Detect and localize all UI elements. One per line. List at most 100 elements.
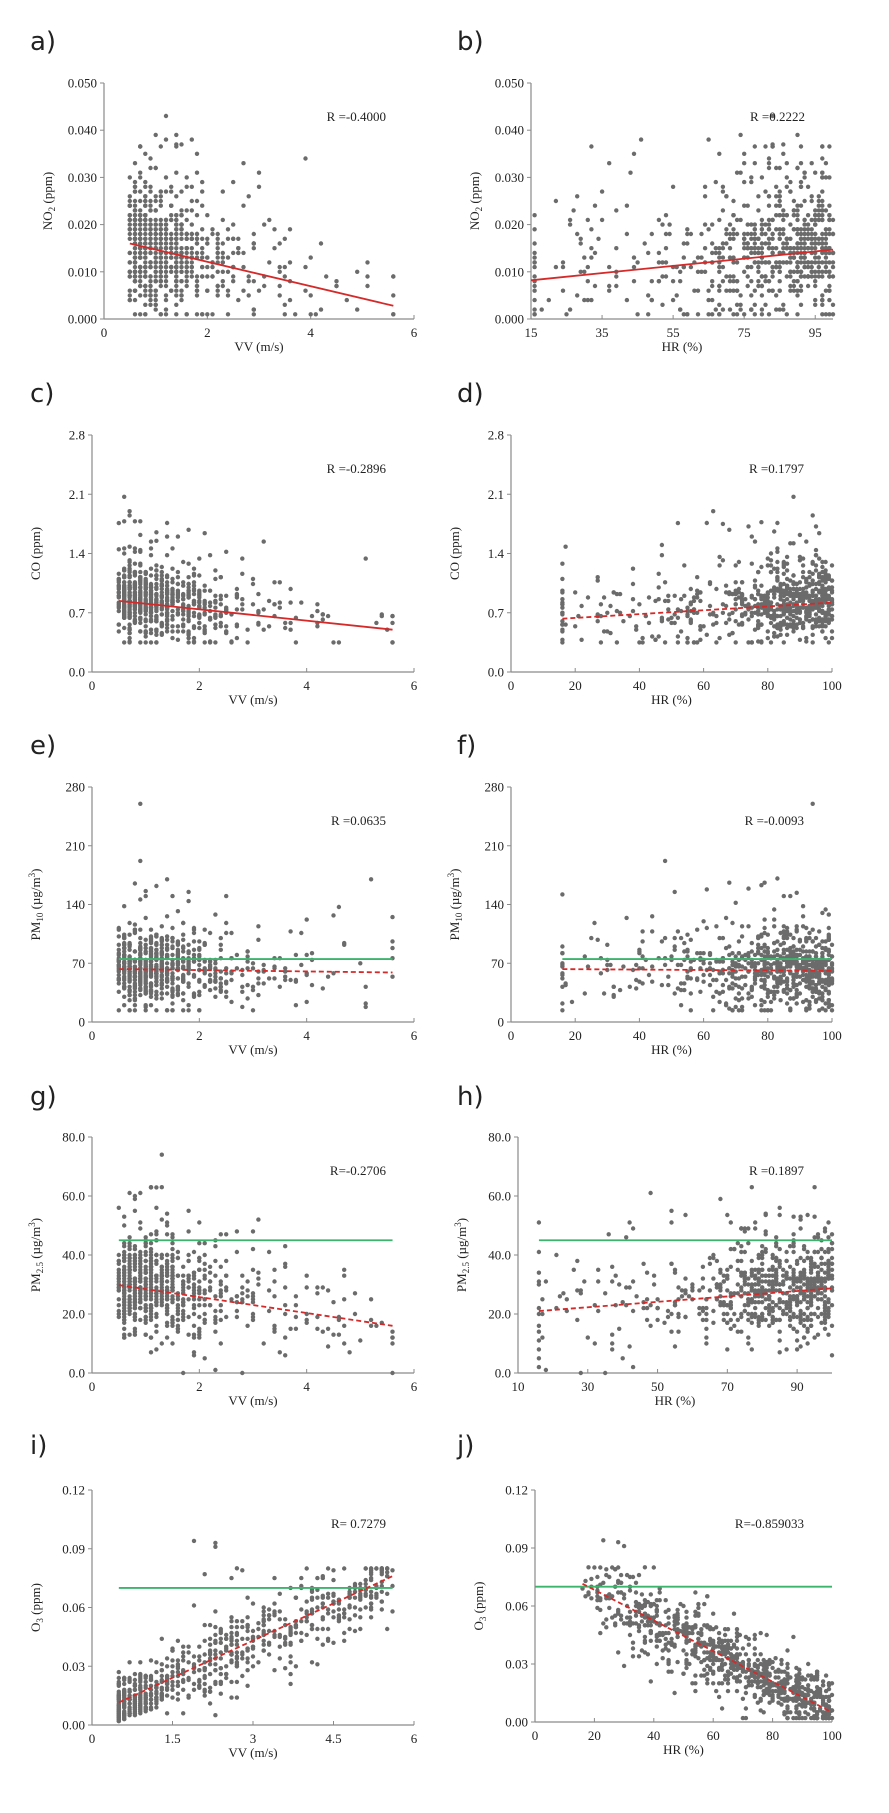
data-point	[191, 959, 197, 964]
data-point	[127, 998, 132, 1003]
data-point	[752, 585, 758, 590]
data-point	[368, 1317, 374, 1323]
data-point	[800, 949, 806, 954]
data-point	[595, 575, 600, 580]
data-point	[791, 283, 797, 289]
data-point	[213, 1329, 218, 1334]
data-point	[213, 1294, 218, 1299]
data-point	[148, 947, 154, 952]
data-point	[148, 610, 154, 615]
data-point	[772, 566, 777, 571]
data-point	[148, 241, 153, 246]
data-point	[727, 246, 733, 251]
data-point	[143, 302, 148, 307]
data-point	[186, 1003, 191, 1008]
scatter-points	[532, 113, 836, 317]
x-tick-label: 0	[89, 678, 96, 693]
data-point	[666, 593, 671, 598]
data-point	[813, 260, 818, 265]
data-point	[681, 255, 686, 260]
data-point	[717, 246, 722, 251]
data-point	[191, 1311, 197, 1317]
data-point	[675, 520, 681, 526]
data-point	[695, 976, 700, 981]
data-point	[777, 203, 782, 208]
data-point	[207, 959, 213, 964]
data-point	[770, 142, 775, 147]
data-point	[816, 264, 821, 270]
data-point	[578, 241, 583, 246]
data-point	[788, 189, 793, 194]
data-point	[143, 964, 148, 969]
data-point	[826, 640, 831, 645]
data-point	[138, 269, 143, 274]
data-point	[179, 264, 184, 270]
data-point	[170, 1001, 175, 1006]
data-point	[174, 283, 179, 289]
data-point	[802, 236, 807, 241]
data-point	[624, 203, 630, 208]
data-point	[127, 974, 132, 979]
data-point	[184, 184, 189, 189]
data-point	[266, 1308, 272, 1314]
data-point	[304, 952, 309, 958]
data-point	[390, 939, 395, 944]
data-point	[798, 283, 804, 289]
data-point	[706, 227, 711, 232]
data-point	[675, 640, 681, 645]
data-point	[749, 231, 754, 237]
data-point	[791, 624, 796, 629]
data-point	[138, 629, 143, 634]
data-point	[158, 236, 163, 241]
data-point	[138, 935, 143, 941]
data-point	[672, 991, 677, 996]
data-point	[122, 1003, 127, 1008]
data-point	[213, 912, 218, 917]
data-point	[132, 184, 138, 189]
data-point	[820, 156, 825, 161]
data-point	[154, 989, 159, 994]
data-point	[820, 213, 825, 218]
data-point	[733, 900, 738, 905]
data-point	[766, 227, 772, 232]
data-point	[560, 951, 565, 956]
data-point	[752, 144, 757, 149]
data-point	[186, 1332, 191, 1337]
data-point	[768, 620, 774, 626]
data-point	[158, 312, 163, 317]
data-point	[768, 640, 774, 645]
data-point	[733, 954, 738, 959]
data-point	[592, 920, 597, 926]
data-point	[582, 255, 587, 260]
data-point	[784, 608, 790, 614]
data-point	[262, 283, 267, 289]
data-point	[756, 260, 761, 265]
y-tick-label: 1.4	[69, 546, 86, 561]
data-point	[186, 640, 191, 645]
data-point	[122, 575, 127, 580]
data-point	[220, 260, 225, 265]
data-point	[224, 1273, 229, 1278]
data-point	[830, 250, 836, 256]
data-point	[272, 580, 277, 585]
data-point	[138, 897, 143, 902]
data-point	[650, 929, 655, 934]
data-point	[288, 620, 293, 626]
data-point	[186, 951, 191, 956]
data-point	[116, 590, 122, 595]
data-point	[763, 302, 768, 307]
data-point	[122, 959, 127, 964]
data-point	[820, 910, 825, 916]
data-point	[711, 977, 716, 983]
data-point	[809, 236, 814, 241]
data-point	[823, 1008, 828, 1013]
data-point	[163, 137, 169, 142]
data-point	[802, 264, 807, 270]
data-point	[727, 1006, 732, 1011]
data-point	[663, 213, 669, 218]
data-point	[213, 979, 218, 984]
data-point	[804, 639, 809, 644]
data-point	[621, 964, 626, 969]
data-point	[560, 610, 565, 615]
data-point	[601, 595, 607, 600]
